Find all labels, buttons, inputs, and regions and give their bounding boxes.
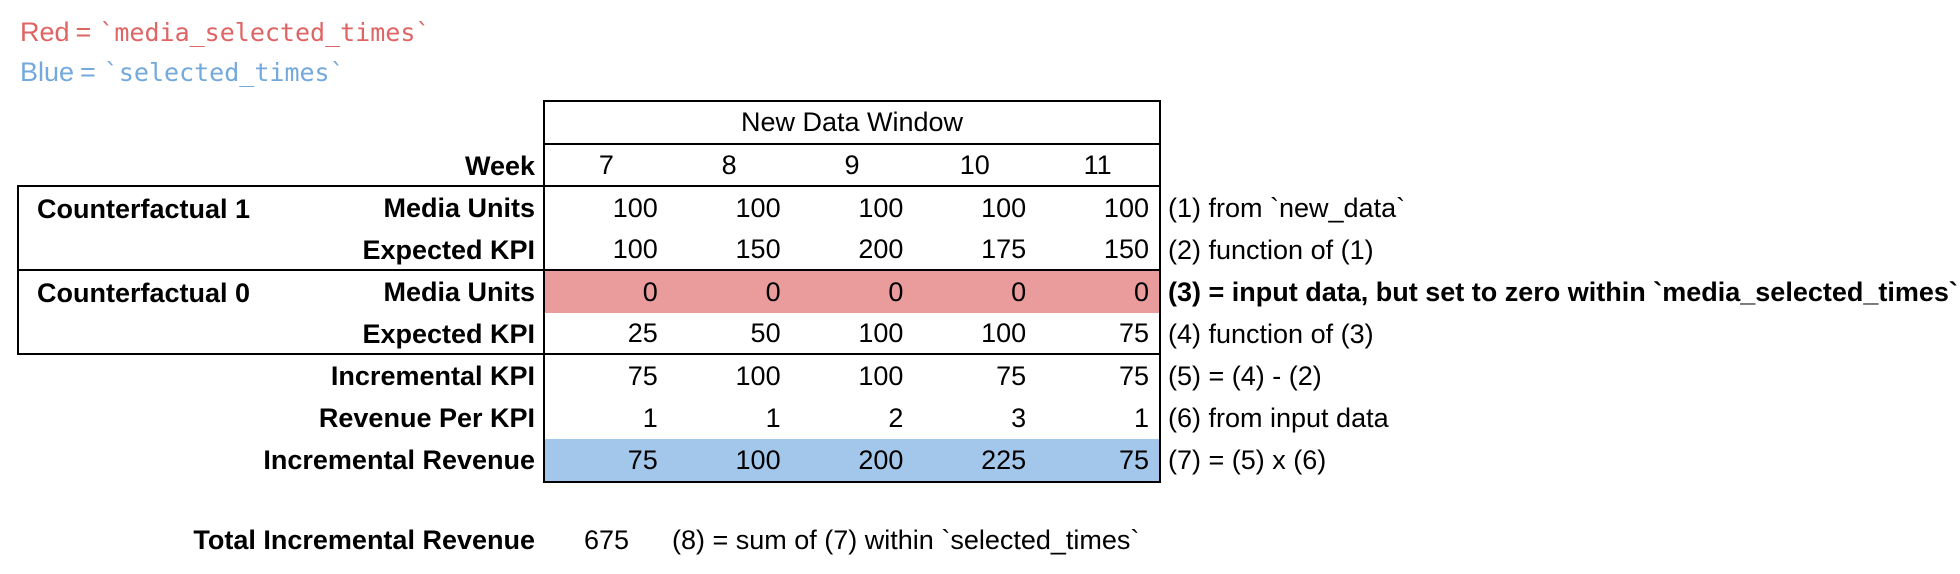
data-cell: 100 [612,234,658,264]
legend-red-equals: = [75,17,92,47]
row-label-week: Week [464,151,535,181]
new-data-window-header: New Data Window [545,102,1159,145]
data-cell: 0 [765,277,781,307]
data-cell: 75 [1118,318,1149,348]
legend-red-label: Red [20,17,70,47]
counterfactual-0-label: Counterfactual 0 [37,278,251,308]
row-label-media-units-cf1: Media Units [383,193,535,223]
annotation-1: (1) from `new_data` [1168,193,1406,223]
data-cell: 100 [981,318,1027,348]
data-cell: 100 [858,318,904,348]
legend-blue-code: `selected_times` [103,58,345,87]
data-cell: 100 [735,193,781,223]
legend-blue-line: Blue = `selected_times` [20,52,430,92]
data-cell: 100 [858,361,904,391]
data-cell: 75 [627,445,658,475]
table-row-expected-kpi-cf1: 100 150 200 175 150 [545,229,1159,271]
row-label-incremental-kpi: Incremental KPI [330,361,535,391]
data-grid: New Data Window 7 8 9 10 11 100 100 100 … [543,100,1161,483]
week-value: 8 [721,150,737,180]
table-row-media-units-cf1: 100 100 100 100 100 [545,187,1159,229]
week-value: 11 [1083,150,1112,180]
data-cell: 100 [1103,193,1149,223]
legend-blue-equals: = [80,57,96,87]
data-cell: 1 [642,403,658,433]
data-cell: 100 [981,193,1027,223]
data-cell: 200 [858,234,904,264]
data-cell: 0 [1011,277,1027,307]
annotation-4: (4) function of (3) [1168,319,1374,349]
week-value: 7 [598,150,614,180]
data-cell: 50 [750,318,781,348]
counterfactual-1-label: Counterfactual 1 [37,194,251,224]
table-row-expected-kpi-cf0: 25 50 100 100 75 [545,313,1159,355]
week-value: 9 [844,150,860,180]
data-cell: 75 [1118,445,1149,475]
data-cell: 75 [627,361,658,391]
total-incremental-revenue-label: Total Incremental Revenue [193,525,535,555]
data-cell: 2 [888,403,904,433]
week-row: 7 8 9 10 11 [545,145,1159,187]
row-label-revenue-per-kpi: Revenue Per KPI [318,403,535,433]
row-label-media-units-cf0: Media Units [383,277,535,307]
annotation-8: (8) = sum of (7) within `selected_times` [672,525,1140,555]
data-cell: 200 [858,445,904,475]
data-cell: 1 [765,403,781,433]
total-incremental-revenue-value: 675 [583,525,630,555]
table-row-incremental-kpi: 75 100 100 75 75 [545,355,1159,397]
data-cell: 1 [1133,403,1149,433]
data-cell: 225 [981,445,1027,475]
data-cell: 0 [888,277,904,307]
data-cell: 100 [858,193,904,223]
data-cell: 0 [1133,277,1149,307]
data-cell: 175 [981,234,1027,264]
table-row-incremental-revenue-highlight-blue: 75 100 200 225 75 [545,439,1159,481]
data-cell: 100 [735,445,781,475]
annotation-7: (7) = (5) x (6) [1168,445,1327,475]
row-label-expected-kpi-cf0: Expected KPI [362,319,535,349]
legend: Red = `media_selected_times` Blue = `selecte… [20,12,430,92]
legend-red-line: Red = `media_selected_times` [20,12,430,52]
table-row-media-units-cf0-highlight-red: 0 0 0 0 0 [545,271,1159,313]
table-row-revenue-per-kpi: 1 1 2 3 1 [545,397,1159,439]
data-cell: 3 [1011,403,1027,433]
data-cell: 75 [1118,361,1149,391]
counterfactual-1-box: Counterfactual 1 [17,185,545,271]
week-value: 10 [959,150,990,180]
row-label-expected-kpi-cf1: Expected KPI [362,235,535,265]
data-cell: 0 [642,277,658,307]
annotation-3: (3) = input data, but set to zero within… [1168,277,1958,307]
legend-red-code: `media_selected_times` [99,18,431,47]
data-cell: 100 [612,193,658,223]
data-cell: 100 [735,361,781,391]
data-cell: 25 [627,318,658,348]
annotation-5: (5) = (4) - (2) [1168,361,1322,391]
row-label-incremental-revenue: Incremental Revenue [263,445,535,475]
annotation-2: (2) function of (1) [1168,235,1374,265]
data-cell: 150 [1103,234,1149,264]
data-cell: 75 [996,361,1027,391]
annotation-6: (6) from input data [1168,403,1389,433]
legend-blue-label: Blue [20,57,75,87]
counterfactual-0-box: Counterfactual 0 [17,269,545,355]
data-cell: 150 [735,234,781,264]
